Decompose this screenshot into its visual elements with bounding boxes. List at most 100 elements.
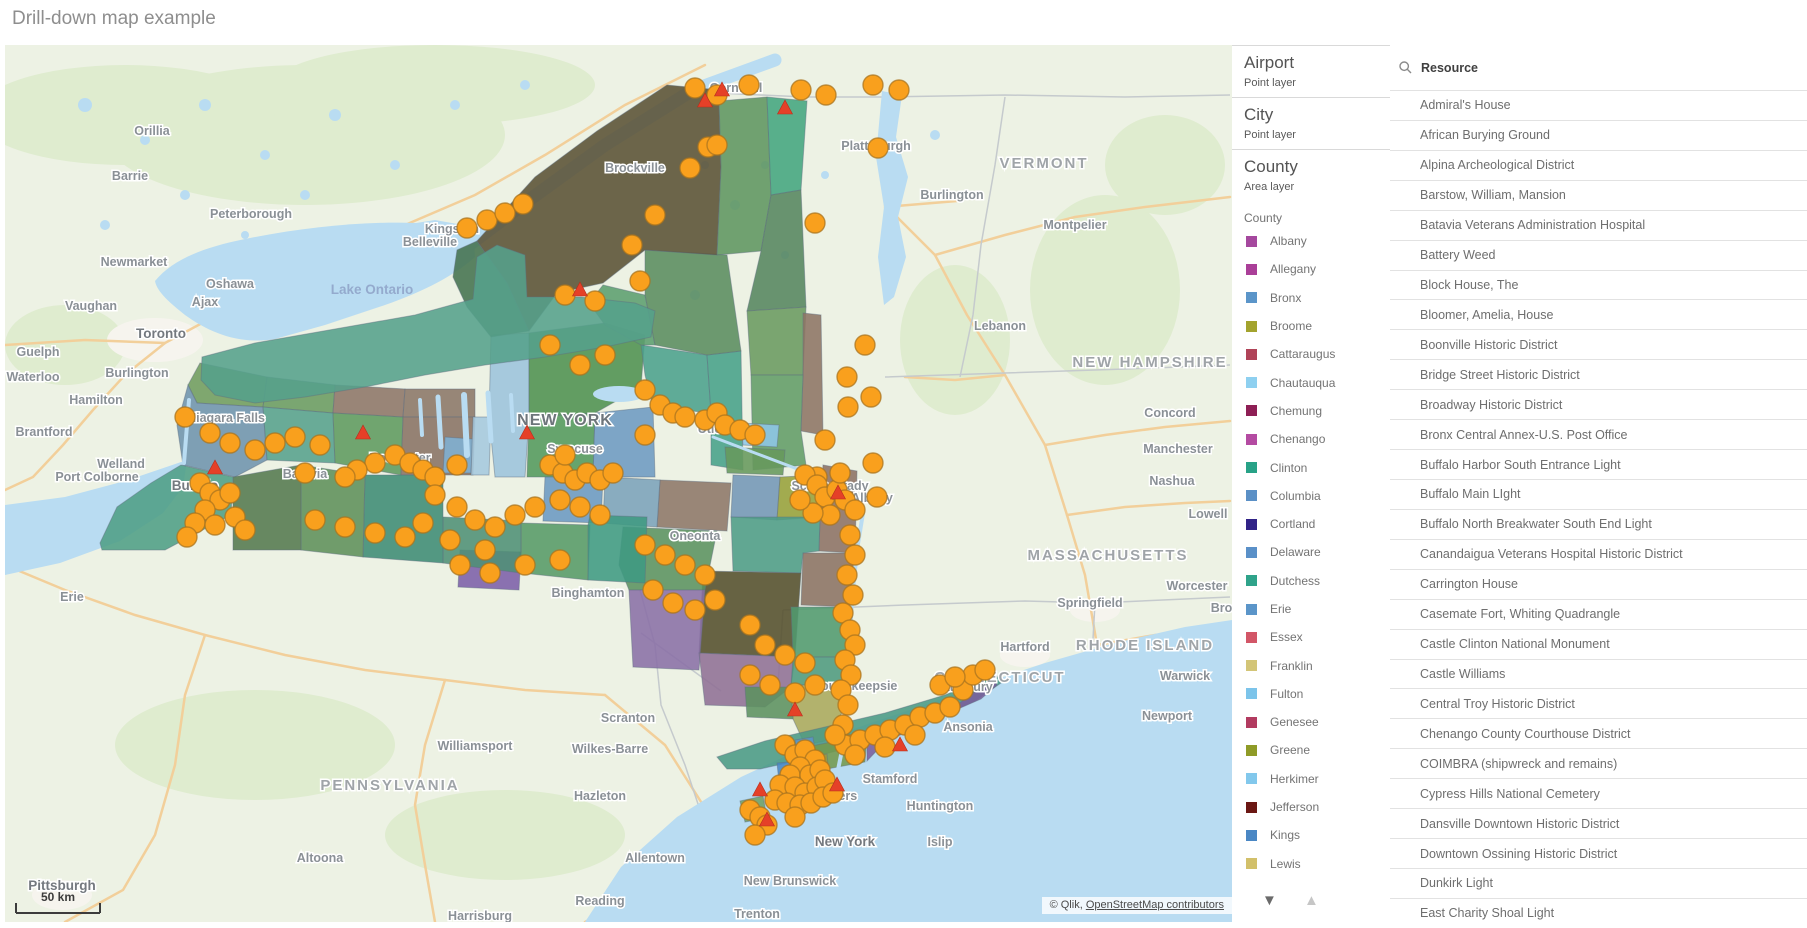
city-point[interactable]: [738, 74, 760, 96]
city-point[interactable]: [464, 509, 486, 531]
resource-list-item[interactable]: Dansville Downtown Historic District: [1390, 809, 1807, 840]
city-point[interactable]: [744, 424, 766, 446]
county-area[interactable]: [592, 406, 656, 478]
resource-list-item[interactable]: Battery Weed: [1390, 240, 1807, 271]
city-point[interactable]: [784, 806, 806, 828]
city-point[interactable]: [974, 659, 996, 681]
city-point[interactable]: [824, 724, 846, 746]
legend-item-franklin[interactable]: Franklin: [1232, 651, 1390, 679]
resource-list-item[interactable]: Carrington House: [1390, 569, 1807, 600]
city-point[interactable]: [814, 429, 836, 451]
legend-item-chenango[interactable]: Chenango: [1232, 425, 1390, 453]
city-point[interactable]: [774, 644, 796, 666]
county-area[interactable]: [176, 383, 268, 478]
city-point[interactable]: [862, 452, 884, 474]
city-point[interactable]: [706, 134, 728, 156]
legend-item-chautauqua[interactable]: Chautauqua: [1232, 368, 1390, 396]
resource-list-item[interactable]: Downtown Ossining Historic District: [1390, 839, 1807, 869]
city-point[interactable]: [837, 694, 859, 716]
city-point[interactable]: [504, 504, 526, 526]
airport-point[interactable]: [696, 92, 714, 108]
city-point[interactable]: [684, 77, 706, 99]
legend-item-delaware[interactable]: Delaware: [1232, 538, 1390, 566]
airport-point[interactable]: [751, 781, 769, 797]
city-point[interactable]: [479, 562, 501, 584]
city-point[interactable]: [456, 217, 478, 239]
resource-list-item[interactable]: Bloomer, Amelia, House: [1390, 300, 1807, 331]
city-point[interactable]: [854, 334, 876, 356]
airport-point[interactable]: [518, 424, 536, 440]
city-point[interactable]: [754, 634, 776, 656]
city-point[interactable]: [944, 666, 966, 688]
city-point[interactable]: [476, 209, 498, 231]
city-point[interactable]: [836, 366, 858, 388]
airport-point[interactable]: [776, 99, 794, 115]
city-point[interactable]: [789, 489, 811, 511]
city-point[interactable]: [790, 79, 812, 101]
county-area[interactable]: [724, 446, 786, 476]
city-point[interactable]: [484, 516, 506, 538]
city-point[interactable]: [334, 516, 356, 538]
resource-list-item[interactable]: Boonville Historic District: [1390, 330, 1807, 361]
legend-scroll-up-icon[interactable]: ▲: [1304, 892, 1319, 909]
resource-list-item[interactable]: Bronx Central Annex-U.S. Post Office: [1390, 420, 1807, 451]
resource-list-item[interactable]: Buffalo North Breakwater South End Light: [1390, 509, 1807, 540]
city-point[interactable]: [860, 386, 882, 408]
resource-list-item[interactable]: Admiral's House: [1390, 91, 1807, 121]
city-point[interactable]: [446, 454, 468, 476]
city-point[interactable]: [621, 234, 643, 256]
city-point[interactable]: [176, 526, 198, 548]
county-area[interactable]: [587, 514, 648, 584]
legend-item-clinton[interactable]: Clinton: [1232, 453, 1390, 481]
legend-item-broome[interactable]: Broome: [1232, 312, 1390, 340]
city-point[interactable]: [294, 462, 316, 484]
airport-point[interactable]: [891, 736, 909, 752]
legend-item-dutchess[interactable]: Dutchess: [1232, 567, 1390, 595]
city-point[interactable]: [569, 496, 591, 518]
drilldown-map[interactable]: Orillia Barrie Peterborough Belleville Kings…: [5, 45, 1232, 922]
city-point[interactable]: [674, 406, 696, 428]
city-point[interactable]: [584, 290, 606, 312]
city-point[interactable]: [569, 354, 591, 376]
legend-item-fulton[interactable]: Fulton: [1232, 680, 1390, 708]
airport-point[interactable]: [786, 701, 804, 717]
city-point[interactable]: [804, 212, 826, 234]
city-point[interactable]: [629, 270, 651, 292]
city-point[interactable]: [804, 674, 826, 696]
resource-list-item[interactable]: Casemate Fort, Whiting Quadrangle: [1390, 599, 1807, 630]
city-point[interactable]: [524, 496, 546, 518]
city-point[interactable]: [679, 157, 701, 179]
city-point[interactable]: [539, 334, 561, 356]
city-point[interactable]: [694, 564, 716, 586]
city-point[interactable]: [514, 554, 536, 576]
city-point[interactable]: [829, 462, 851, 484]
city-point[interactable]: [394, 526, 416, 548]
city-point[interactable]: [244, 439, 266, 461]
legend-item-lewis[interactable]: Lewis: [1232, 850, 1390, 878]
county-area[interactable]: [800, 312, 824, 436]
city-point[interactable]: [784, 682, 806, 704]
city-point[interactable]: [594, 344, 616, 366]
osm-attribution-link[interactable]: OpenStreetMap contributors: [1085, 899, 1224, 911]
airport-point[interactable]: [354, 424, 372, 440]
city-point[interactable]: [684, 599, 706, 621]
legend-item-greene[interactable]: Greene: [1232, 736, 1390, 764]
city-point[interactable]: [424, 466, 446, 488]
city-point[interactable]: [862, 74, 884, 96]
legend-item-jefferson[interactable]: Jefferson: [1232, 793, 1390, 821]
county-area[interactable]: [746, 306, 807, 376]
city-point[interactable]: [844, 544, 866, 566]
city-point[interactable]: [512, 193, 534, 215]
city-point[interactable]: [309, 434, 331, 456]
county-area[interactable]: [644, 249, 742, 356]
map-canvas[interactable]: OrilliaBarriePeterboroughBellevilleKings…: [5, 45, 1232, 922]
resource-list-item[interactable]: Block House, The: [1390, 270, 1807, 301]
city-point[interactable]: [739, 664, 761, 686]
airport-point[interactable]: [758, 811, 776, 827]
resource-list-item[interactable]: Chenango County Courthouse District: [1390, 719, 1807, 750]
legend-item-cortland[interactable]: Cortland: [1232, 510, 1390, 538]
resource-list-item[interactable]: Dunkirk Light: [1390, 868, 1807, 899]
legend-item-essex[interactable]: Essex: [1232, 623, 1390, 651]
city-point[interactable]: [474, 539, 496, 561]
city-point[interactable]: [867, 137, 889, 159]
